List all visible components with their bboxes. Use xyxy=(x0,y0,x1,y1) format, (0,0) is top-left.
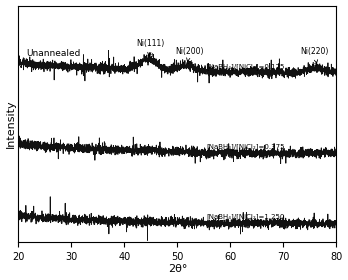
Text: Ni(220): Ni(220) xyxy=(300,47,329,63)
Text: Ni(111): Ni(111) xyxy=(137,39,165,56)
Text: [NaBH₄]/[NiCl₂]=0.125: [NaBH₄]/[NiCl₂]=0.125 xyxy=(206,63,285,70)
Y-axis label: Intensity: Intensity xyxy=(6,99,16,148)
Text: [NaBH₄]/[NiCl₂]=0.375: [NaBH₄]/[NiCl₂]=0.375 xyxy=(206,143,285,150)
Text: iH: iH xyxy=(186,60,193,65)
Text: Unannealed: Unannealed xyxy=(26,49,81,58)
Text: iH: iH xyxy=(311,62,318,67)
Text: Ni(200): Ni(200) xyxy=(175,46,204,62)
Text: iH: iH xyxy=(148,53,154,58)
Text: [NaBH₄]/[NiCl₂]=1.250: [NaBH₄]/[NiCl₂]=1.250 xyxy=(206,213,285,220)
X-axis label: 2θ°: 2θ° xyxy=(168,264,187,274)
